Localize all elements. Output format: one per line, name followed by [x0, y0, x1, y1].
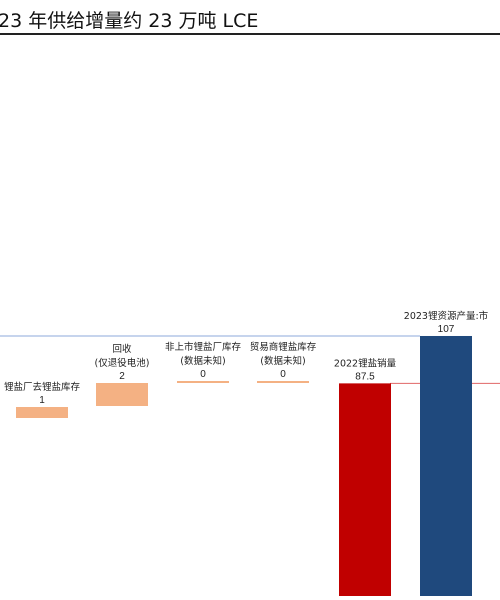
category-label-2-line-1: 回收	[112, 343, 132, 355]
category-label-5: 2022锂盐销量	[334, 357, 397, 369]
value-label-2: 2	[119, 371, 125, 382]
chart-title: 23 年供给增量约 23 万吨 LCE	[0, 10, 259, 32]
category-label-1: 锂盐厂去锂盐库存	[4, 381, 81, 393]
category-label-2-line-2: (仅退役电池)	[95, 357, 150, 369]
category-label-3-line-1: 非上市锂盐厂库存	[165, 341, 242, 353]
labels-group: 1 锂盐厂去锂盐库存 2 回收 (仅退役电池) 0 非上市锂盐厂库存 (数据未知) 0 贸易商锂盐…	[4, 310, 489, 406]
value-label-4: 0	[280, 369, 286, 380]
bar-increment-3	[177, 381, 229, 383]
bars-group	[16, 335, 472, 596]
category-label-4-line-2: (数据未知)	[260, 355, 305, 367]
category-label-6: 2023锂资源产量:市	[404, 310, 489, 322]
value-label-5: 87.5	[355, 371, 375, 382]
value-label-1: 1	[39, 395, 45, 406]
value-label-3: 0	[200, 369, 206, 380]
bar-increment-2	[96, 383, 148, 406]
bar-increment-4	[257, 381, 309, 383]
value-label-6: 107	[438, 324, 455, 335]
bar-base-5	[339, 383, 391, 596]
bar-total-6	[420, 335, 472, 596]
category-label-3-line-2: (数据未知)	[180, 355, 225, 367]
title-underline	[0, 33, 500, 35]
bar-increment-1	[16, 407, 68, 418]
category-label-4-line-1: 贸易商锂盐库存	[250, 341, 317, 353]
